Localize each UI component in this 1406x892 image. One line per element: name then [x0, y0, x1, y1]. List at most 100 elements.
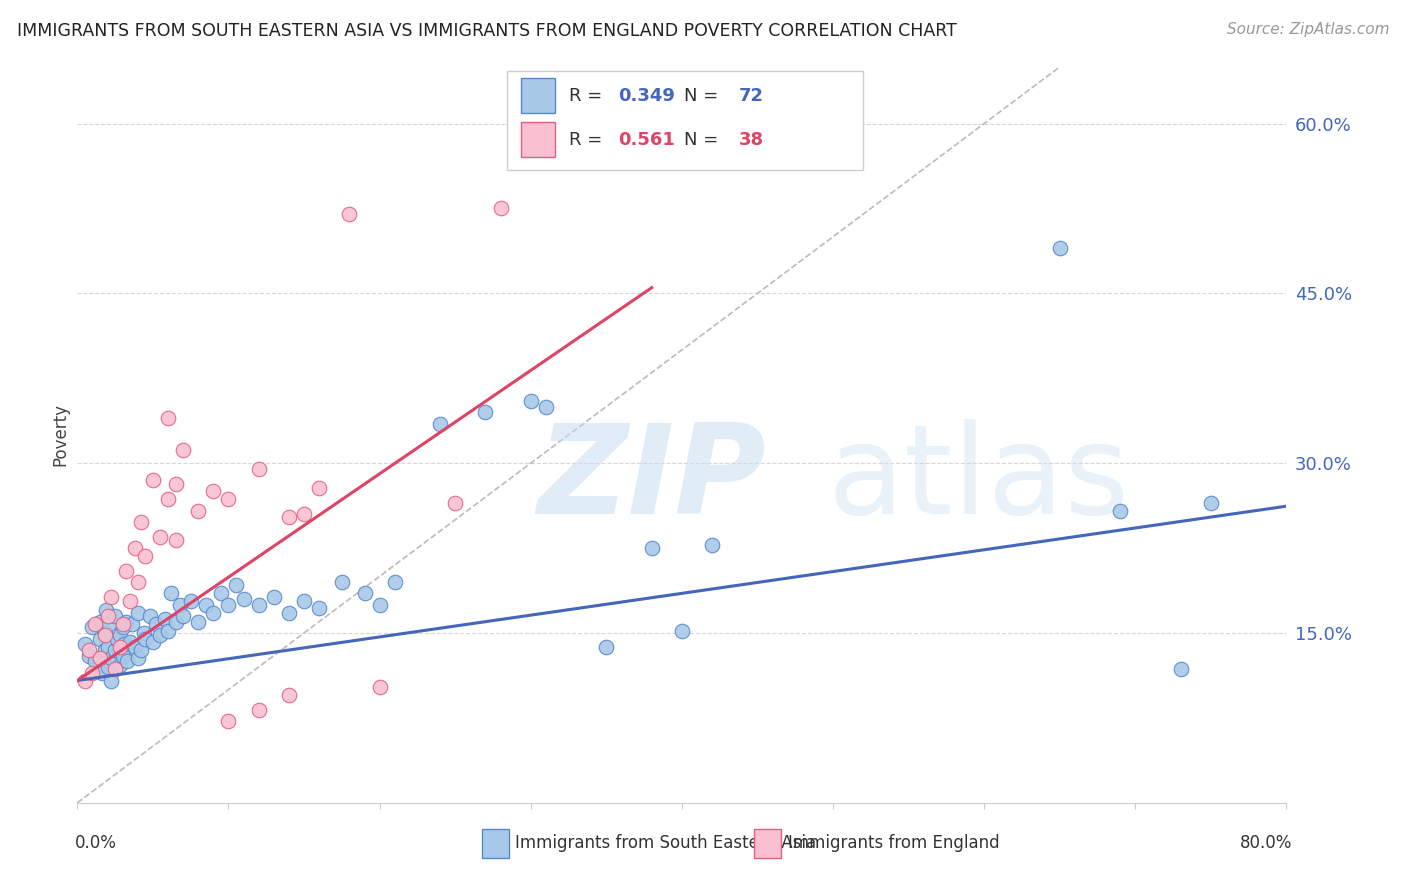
Text: 0.561: 0.561 [617, 131, 675, 149]
Point [100, 590, 122, 604]
Point [108, 640, 131, 654]
Text: R =: R = [569, 131, 609, 149]
Point [278, 510, 301, 524]
Text: 72: 72 [738, 87, 763, 104]
Point [89, 615, 111, 629]
FancyBboxPatch shape [506, 70, 863, 170]
Point [114, 615, 136, 629]
Point [172, 609, 194, 624]
Point [153, 612, 176, 626]
Text: Immigrants from England: Immigrants from England [789, 834, 1000, 852]
Point [112, 637, 135, 651]
Point [641, 541, 664, 555]
Point [93, 626, 115, 640]
Bar [522, 78, 555, 113]
Point [96, 609, 118, 624]
Text: 0.349: 0.349 [617, 87, 675, 104]
Point [142, 635, 165, 649]
Point [84, 654, 107, 668]
Text: N =: N = [685, 131, 724, 149]
Point [132, 626, 155, 640]
Point [165, 533, 187, 548]
Point [165, 615, 187, 629]
Point [111, 616, 134, 631]
Point [149, 530, 172, 544]
Point [202, 484, 225, 499]
Point [489, 202, 512, 216]
Point [330, 575, 353, 590]
Point [474, 405, 496, 419]
Point [127, 651, 149, 665]
Text: 80.0%: 80.0% [1240, 834, 1292, 852]
Point [165, 476, 187, 491]
Bar [482, 829, 509, 858]
Point [160, 586, 183, 600]
Point [84, 616, 107, 631]
Point [89, 632, 111, 646]
Point [292, 507, 315, 521]
Point [120, 635, 142, 649]
Point [337, 207, 360, 221]
Text: N =: N = [685, 87, 724, 104]
Point [79, 643, 101, 657]
Point [134, 549, 156, 563]
Point [187, 504, 209, 518]
Point [209, 586, 232, 600]
Point [225, 578, 247, 592]
Point [368, 681, 391, 695]
Point [111, 648, 134, 663]
Point [187, 615, 209, 629]
Point [120, 594, 142, 608]
Point [129, 643, 152, 657]
Point [429, 417, 451, 431]
Point [96, 660, 118, 674]
Point [218, 492, 240, 507]
Text: Source: ZipAtlas.com: Source: ZipAtlas.com [1226, 22, 1389, 37]
Point [278, 606, 301, 620]
Point [180, 594, 202, 608]
Point [444, 496, 467, 510]
Point [115, 654, 138, 668]
Point [1170, 662, 1192, 676]
Bar [522, 122, 555, 157]
Point [79, 648, 101, 663]
Point [671, 624, 693, 638]
Point [73, 637, 96, 651]
Text: Immigrants from South Eastern Asia: Immigrants from South Eastern Asia [515, 834, 815, 852]
Point [308, 481, 330, 495]
Point [247, 598, 270, 612]
Point [134, 632, 156, 646]
Point [89, 651, 111, 665]
Point [368, 598, 391, 612]
Y-axis label: Poverty: Poverty [51, 403, 69, 467]
Point [93, 628, 115, 642]
Point [1109, 504, 1132, 518]
Point [93, 643, 115, 657]
Point [194, 598, 217, 612]
Text: atlas: atlas [827, 418, 1129, 540]
Point [157, 492, 180, 507]
Point [232, 592, 254, 607]
Point [114, 564, 136, 578]
Point [127, 606, 149, 620]
Point [104, 609, 127, 624]
Point [108, 628, 131, 642]
Point [124, 640, 146, 654]
Text: IMMIGRANTS FROM SOUTH EASTERN ASIA VS IMMIGRANTS FROM ENGLAND POVERTY CORRELATIO: IMMIGRANTS FROM SOUTH EASTERN ASIA VS IM… [17, 22, 956, 40]
Point [172, 442, 194, 457]
Point [82, 620, 104, 634]
Point [157, 624, 180, 638]
Point [520, 393, 543, 408]
Text: ZIP: ZIP [537, 418, 765, 540]
Text: 38: 38 [738, 131, 763, 149]
Point [247, 703, 270, 717]
Point [100, 651, 122, 665]
Point [702, 538, 724, 552]
Point [142, 473, 165, 487]
Point [353, 586, 375, 600]
Point [169, 598, 191, 612]
Point [73, 673, 96, 688]
Point [129, 515, 152, 529]
Point [384, 575, 406, 590]
Point [308, 601, 330, 615]
